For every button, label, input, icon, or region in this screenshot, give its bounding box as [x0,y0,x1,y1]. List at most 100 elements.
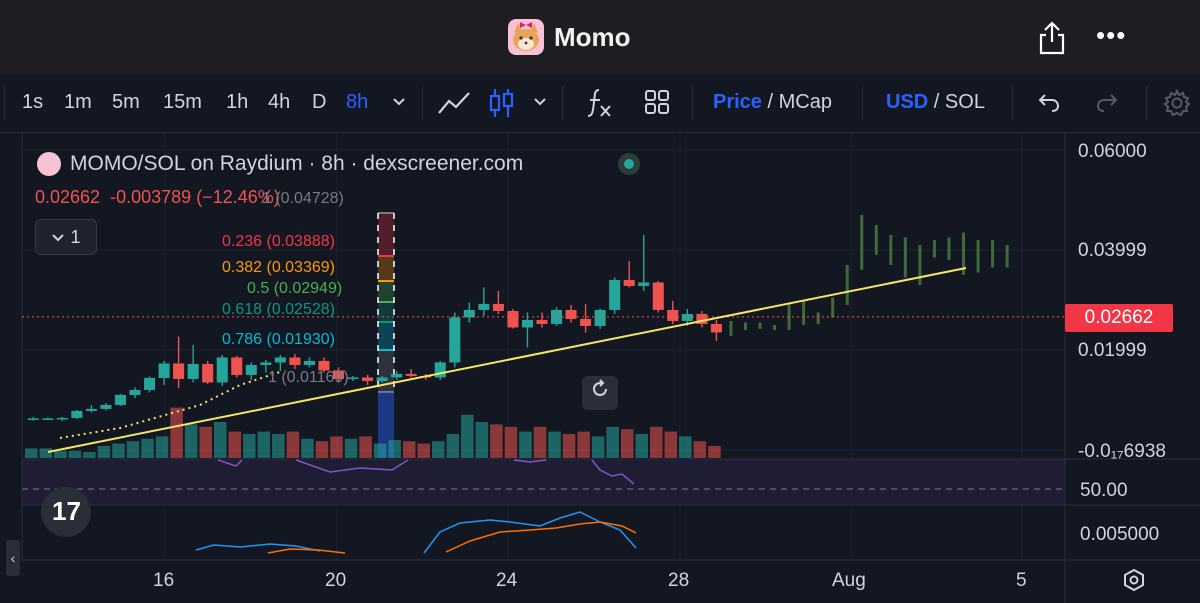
volume-bar [548,431,561,458]
volume-bar [199,426,212,458]
volume-bar [97,446,111,458]
candle-body [27,418,39,420]
candle-body [507,310,519,328]
chart-type-dropdown-chevron-icon[interactable] [532,90,548,118]
reset-chart-icon[interactable] [582,376,618,410]
volume-bar [301,438,314,458]
settings-gear-icon[interactable] [1162,88,1192,124]
interval-15m[interactable]: 15m [163,91,202,113]
volume-bar [54,450,67,458]
volume-bar [591,436,605,458]
ohlc-values: 0.02662 -0.003789 (−12.46%) [35,187,280,208]
interval-8h[interactable]: 8h [346,91,369,113]
live-status-dot [624,159,634,169]
chart-background [0,133,1200,603]
redo-icon[interactable] [1094,90,1120,120]
volume-bars [25,407,721,458]
fib-label-1-top: 1 (0.04728) [262,190,344,207]
price-mcap-toggle[interactable]: Price / MCap [713,91,832,114]
volume-bar [39,448,53,458]
volume-bar [417,443,430,458]
candle-body [652,282,664,310]
volume-bar [184,424,198,458]
tradingview-logo-icon: 17 [52,496,81,526]
legend-price: 0.02662 [35,187,101,207]
more-options-icon[interactable]: ••• [1096,20,1127,50]
trend-line[interactable] [47,267,967,453]
candle-body [332,370,345,379]
price-axis-label: 0.03999 [1078,240,1147,261]
volume-bar [693,441,707,458]
interval-5m[interactable]: 5m [112,91,140,113]
volume-bar [155,436,169,458]
volume-bar [446,434,460,458]
candle-body [391,373,403,378]
candle-body [42,418,54,420]
candle-body [260,362,272,365]
volume-bar [519,431,532,458]
volume-bar [606,426,619,458]
chart-toolbar: 1s 1m 5m 15m 1h 4h D 8h Price / MCap USD… [0,74,1200,133]
interval-1h[interactable]: 1h [226,91,249,113]
fib-zone-band [378,322,394,350]
chart-legend-title: MOMO/SOL on Raydium · 8h · dexscreener.c… [70,152,524,175]
volume-bar [490,424,503,458]
indicator-collapse-button[interactable]: 1 [35,219,97,255]
price-chart[interactable]: 17 [0,133,1200,603]
volume-bar [635,434,649,458]
fib-zone-band [378,302,394,322]
interval-1s[interactable]: 1s [22,91,44,113]
candle-body [405,373,417,376]
volume-bar [213,422,227,458]
candle-body [594,309,606,326]
macd-signal-line [267,548,346,554]
candle-body [638,282,650,286]
toolbar-separator [692,86,693,120]
interval-dropdown-chevron-icon[interactable] [391,90,407,118]
undo-icon[interactable] [1036,90,1062,120]
interval-d[interactable]: D [312,91,327,113]
fib-label-0382: 0.382 (0.03369) [222,259,335,276]
candle-body [609,279,621,310]
volume-bar [533,426,547,458]
candle-body [173,363,185,379]
layout-grid-icon[interactable] [643,88,671,122]
candle-body [696,313,708,324]
time-axis-label: 24 [496,570,518,591]
volume-bar [431,441,445,458]
fib-retracement-zone[interactable] [377,212,395,458]
candle-body [681,313,693,321]
volume-bar [25,448,38,458]
indicators-fx-icon[interactable] [585,86,615,126]
chevron-down-icon [52,234,65,242]
volume-bar [373,443,387,458]
fib-label-05: 0.5 (0.02949) [247,280,343,297]
usd-option[interactable]: USD [886,91,929,113]
interval-1m[interactable]: 1m [64,91,92,113]
rsi-pane-background [22,459,1065,505]
tradingview-logo-icon [41,487,91,537]
line-chart-icon[interactable] [436,88,472,124]
share-icon[interactable] [1036,20,1068,56]
pair-logo-icon [37,152,61,176]
interval-4h[interactable]: 4h [268,91,291,113]
sol-option[interactable]: SOL [944,91,985,113]
mcap-option[interactable]: MCap [778,91,832,113]
volume-bar [359,436,372,458]
axis-settings-icon[interactable] [1122,568,1146,598]
macd-signal-line [445,521,637,553]
candle-body [56,417,68,420]
currency-toggle[interactable]: USD / SOL [886,91,985,114]
candle-body [274,357,286,363]
toolbar-separator [422,86,423,120]
time-axis-label: 16 [153,570,175,591]
price-option[interactable]: Price [713,91,762,113]
volume-bar [562,434,576,458]
scroll-left-icon[interactable]: ‹ [6,540,20,576]
candlestick-type-icon[interactable] [487,86,517,126]
candle-body [478,303,490,310]
candle-body [492,303,504,311]
volume-bar [228,431,242,458]
fib-label-0618: 0.618 (0.02528) [222,301,335,318]
fib-label-0786: 0.786 (0.01930) [222,331,335,348]
